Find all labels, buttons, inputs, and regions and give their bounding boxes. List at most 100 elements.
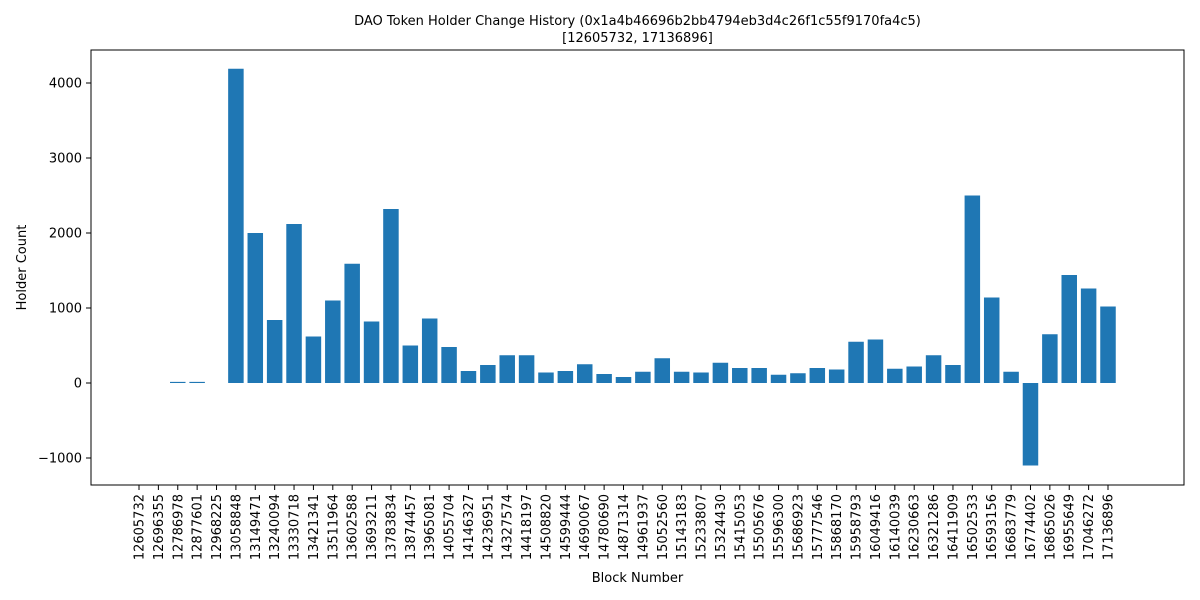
x-tick-label: 15868170 bbox=[830, 494, 845, 560]
x-tick-label: 16683779 bbox=[1005, 494, 1020, 560]
y-tick-label: 2000 bbox=[49, 227, 82, 242]
bar-15052560 bbox=[654, 358, 671, 383]
bar-14780690 bbox=[596, 374, 612, 383]
bar-16140039 bbox=[887, 368, 903, 383]
x-tick-label: 14780690 bbox=[598, 494, 613, 560]
bar-13965081 bbox=[421, 318, 438, 383]
x-tick-label: 15596300 bbox=[772, 494, 787, 560]
bar-16049416 bbox=[867, 339, 884, 383]
x-tick-label: 13511964 bbox=[326, 494, 341, 560]
y-tick-label: −1000 bbox=[38, 452, 82, 467]
bar-14146327 bbox=[460, 371, 477, 383]
x-tick-label: 14871314 bbox=[617, 494, 632, 560]
bar-15324430 bbox=[712, 362, 729, 383]
bar-15415053 bbox=[732, 368, 748, 383]
bar-13783834 bbox=[383, 209, 399, 383]
x-tick-label: 13149471 bbox=[249, 494, 264, 560]
bar-14961937 bbox=[635, 371, 651, 383]
bar-17046272 bbox=[1080, 288, 1097, 383]
bar-14418197 bbox=[518, 355, 535, 383]
bar-12877601 bbox=[189, 381, 205, 384]
x-tick-label: 13965081 bbox=[423, 494, 438, 560]
x-tick-label: 15052560 bbox=[656, 494, 671, 560]
bar-15686923 bbox=[790, 373, 806, 383]
y-axis-ticks: −1000 0 1000 2000 3000 4000 bbox=[38, 77, 91, 467]
bar-16230663 bbox=[906, 366, 922, 383]
bar-13149471 bbox=[247, 233, 264, 383]
x-tick-label: 15958793 bbox=[850, 494, 865, 560]
x-tick-label: 12786978 bbox=[171, 494, 186, 560]
bar-14327574 bbox=[499, 355, 515, 383]
bar-15958793 bbox=[848, 341, 864, 383]
bar-15868170 bbox=[828, 369, 845, 383]
x-tick-label: 17046272 bbox=[1082, 494, 1097, 560]
bar-15505676 bbox=[751, 368, 767, 383]
x-tick-label: 15143183 bbox=[675, 494, 690, 560]
x-tick-label: 15686923 bbox=[791, 494, 806, 560]
x-tick-label: 16230663 bbox=[908, 494, 923, 560]
x-tick-label: 16049416 bbox=[869, 494, 884, 560]
x-tick-label: 12877601 bbox=[191, 494, 206, 560]
x-tick-label: 16593156 bbox=[985, 494, 1000, 560]
x-tick-label: 16502533 bbox=[966, 494, 981, 560]
x-tick-label: 14146327 bbox=[462, 494, 477, 560]
bar-13330718 bbox=[286, 224, 302, 383]
bar-15596300 bbox=[770, 374, 787, 383]
y-tick-label: 4000 bbox=[49, 77, 82, 92]
bar-16502533 bbox=[964, 195, 981, 383]
bar-13421341 bbox=[305, 336, 322, 383]
bar-15777546 bbox=[809, 368, 826, 383]
bar-14690067 bbox=[576, 364, 593, 383]
x-tick-label: 13421341 bbox=[307, 494, 322, 560]
x-tick-label: 16865026 bbox=[1043, 494, 1058, 560]
x-tick-label: 17136896 bbox=[1102, 494, 1117, 560]
x-tick-label: 16774402 bbox=[1024, 494, 1039, 560]
x-axis-ticks: 12605732 12696355 12786978 12877601 12968225… bbox=[133, 485, 1117, 560]
x-tick-label: 14690067 bbox=[578, 494, 593, 560]
bar-13602588 bbox=[344, 263, 360, 383]
x-tick-label: 15233807 bbox=[695, 494, 710, 560]
bar-14508820 bbox=[538, 372, 554, 383]
x-tick-label: 12968225 bbox=[210, 494, 225, 560]
x-tick-label: 16321286 bbox=[927, 494, 942, 560]
x-tick-label: 15415053 bbox=[733, 494, 748, 560]
x-axis-label: Block Number bbox=[592, 571, 684, 586]
bar-14599444 bbox=[557, 371, 574, 383]
y-tick-label: 3000 bbox=[49, 152, 82, 167]
x-tick-label: 13330718 bbox=[288, 494, 303, 560]
x-tick-label: 13602588 bbox=[346, 494, 361, 560]
x-tick-label: 16140039 bbox=[888, 494, 903, 560]
bar-15233807 bbox=[693, 372, 709, 383]
bar-17136896 bbox=[1100, 306, 1116, 383]
bar-16411909 bbox=[945, 365, 961, 383]
y-axis-label: Holder Count bbox=[15, 225, 30, 311]
x-tick-label: 14508820 bbox=[539, 494, 554, 560]
chart-title: DAO Token Holder Change History (0x1a4b4… bbox=[354, 14, 921, 29]
bar-13240094 bbox=[266, 320, 283, 383]
bar-16865026 bbox=[1042, 334, 1058, 383]
x-tick-label: 12605732 bbox=[133, 494, 148, 560]
bar-16774402 bbox=[1022, 383, 1039, 466]
bar-12786978 bbox=[170, 381, 186, 384]
bar-14871314 bbox=[615, 377, 632, 383]
bar-16683779 bbox=[1003, 371, 1019, 383]
x-tick-label: 13693211 bbox=[365, 494, 380, 560]
x-tick-label: 16955649 bbox=[1063, 494, 1078, 560]
x-tick-label: 13240094 bbox=[268, 494, 283, 560]
y-tick-label: 0 bbox=[74, 377, 82, 392]
x-tick-label: 15777546 bbox=[811, 494, 826, 560]
x-tick-label: 14961937 bbox=[636, 494, 651, 560]
x-tick-label: 14599444 bbox=[559, 494, 574, 560]
bar-13693211 bbox=[363, 321, 380, 383]
x-tick-label: 12696355 bbox=[152, 494, 167, 560]
bar-13874457 bbox=[402, 345, 419, 383]
x-tick-label: 15505676 bbox=[753, 494, 768, 560]
x-tick-label: 16411909 bbox=[946, 494, 961, 560]
axes-frame bbox=[90, 49, 1185, 486]
bar-16593156 bbox=[983, 297, 1000, 383]
bar-14236951 bbox=[480, 365, 496, 383]
bar-16955649 bbox=[1061, 275, 1077, 383]
x-tick-label: 15324430 bbox=[714, 494, 729, 560]
